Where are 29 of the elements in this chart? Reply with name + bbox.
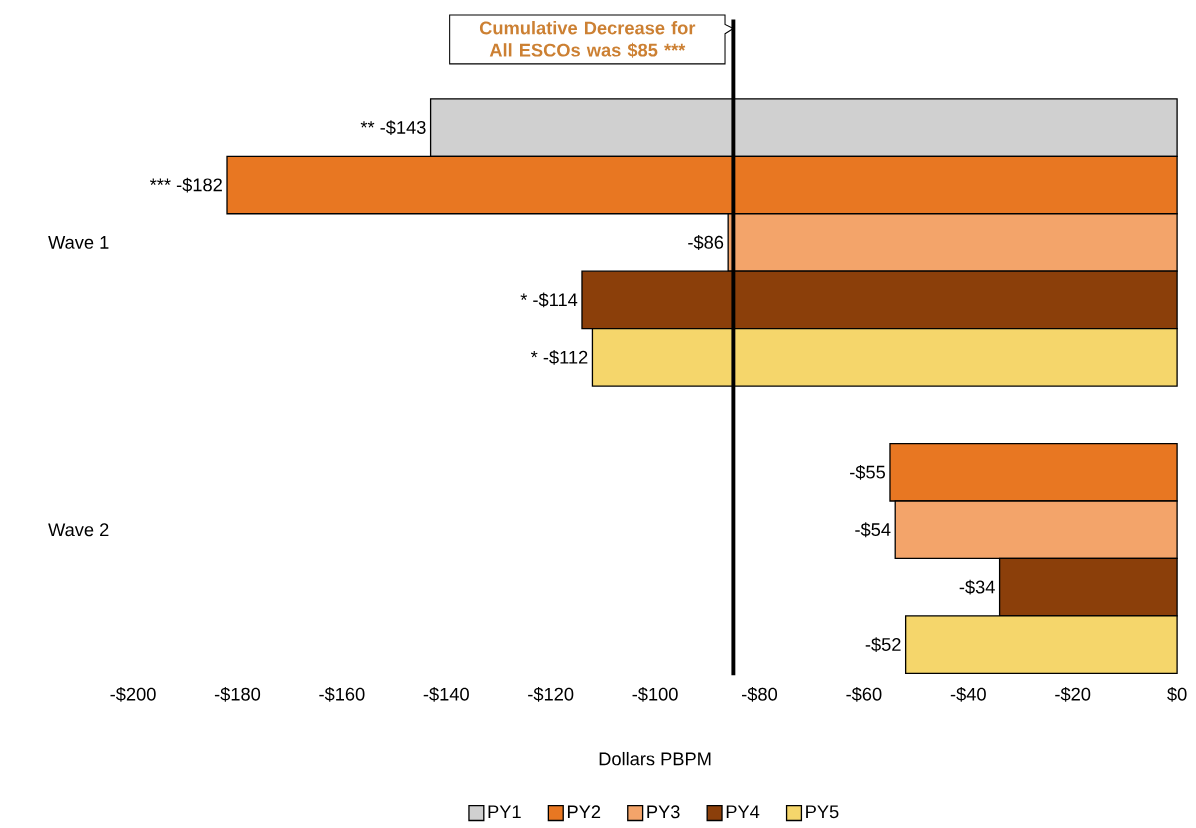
x-tick-label: -$180 [214, 686, 261, 702]
legend-label: PY4 [726, 805, 760, 818]
x-tick-label: -$20 [1055, 686, 1091, 702]
data-label: -$52 [865, 637, 901, 653]
x-tick-label: -$100 [632, 686, 678, 702]
data-label: -$34 [959, 579, 995, 595]
y-tick-label: Wave 1 [48, 236, 109, 249]
x-tick-label: -$80 [742, 686, 778, 702]
x-tick-label: $0 [1167, 686, 1187, 702]
legend-label: PY5 [806, 805, 839, 819]
x-tick-label: -$160 [319, 686, 365, 702]
ref-line-label: Cumulative Decrease for All ESCOs was $85 *** [479, 20, 696, 58]
data-label: * -$112 [530, 349, 588, 365]
data-label: * -$114 [520, 292, 578, 308]
x-tick-label: -$120 [528, 686, 574, 702]
y-tick-label: Wave 2 [48, 523, 109, 537]
legend-label: PY2 [567, 805, 601, 819]
x-tick-label: -$60 [846, 686, 882, 702]
legend-label: PY3 [647, 805, 680, 819]
legend-label: PY1 [488, 805, 521, 818]
data-label: -$86 [688, 235, 724, 250]
data-label: -$54 [855, 522, 891, 538]
x-tick-label: -$40 [950, 686, 986, 702]
data-label: -$55 [850, 464, 886, 480]
data-label: *** -$182 [149, 177, 222, 193]
x-axis-title: Dollars PBPM [599, 751, 711, 766]
x-tick-label: -$200 [110, 686, 156, 702]
data-label: ** -$143 [360, 120, 426, 135]
x-tick-label: -$140 [423, 686, 469, 702]
